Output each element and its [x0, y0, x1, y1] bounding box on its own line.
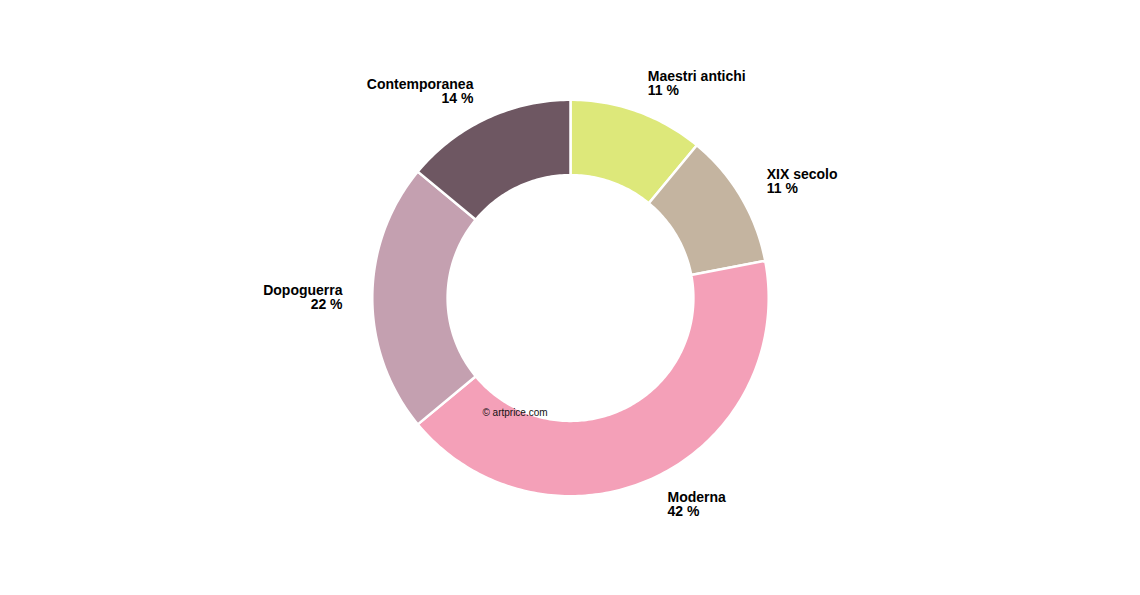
- svg-text:Dopoguerra22 %: Dopoguerra22 %: [263, 282, 343, 312]
- svg-text:Moderna42 %: Moderna42 %: [668, 489, 727, 519]
- svg-text:© artprice.com: © artprice.com: [482, 407, 547, 418]
- svg-text:Maestri antichi11 %: Maestri antichi11 %: [648, 68, 746, 98]
- svg-text:XIX secolo11 %: XIX secolo11 %: [767, 166, 838, 196]
- svg-text:Contemporanea14 %: Contemporanea14 %: [367, 76, 474, 106]
